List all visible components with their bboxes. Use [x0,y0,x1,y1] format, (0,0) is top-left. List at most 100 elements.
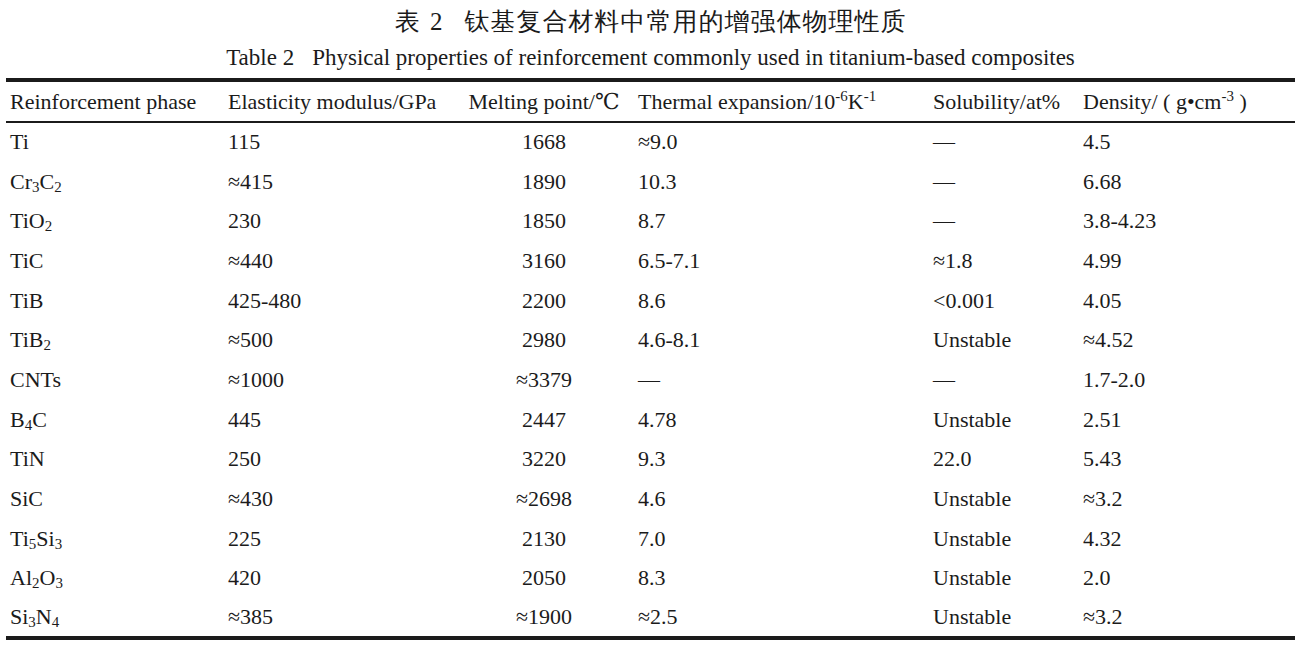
cell-density: 2.51 [1078,400,1295,440]
cell-elasticity: 250 [228,440,458,480]
cell-melting: 1850 [458,201,630,241]
cell-solubility: Unstable [930,320,1078,360]
table-row: CNTs ≈1000 ≈3379 — — 1.7-2.0 [6,360,1295,400]
col-header-elasticity-modulus: Elasticity modulus/GPa [228,80,458,122]
cell-density: 6.68 [1078,162,1295,202]
table-caption-zh: 表 2钛基复合材料中常用的增强体物理性质 [0,7,1301,37]
cell-melting: 1890 [458,162,630,202]
col-header-density: Density/ ( g•cm-3 ) [1078,80,1295,122]
table-row: SiC ≈430 ≈2698 4.6 Unstable ≈3.2 [6,479,1295,519]
cell-phase: SiC [6,479,228,519]
cell-melting: 2050 [458,559,630,599]
cell-elasticity: ≈1000 [228,360,458,400]
cell-melting: 3220 [458,440,630,480]
cell-thermal: ≈9.0 [630,122,930,162]
cell-density: 2.0 [1078,559,1295,599]
cell-elasticity: ≈440 [228,241,458,281]
cell-elasticity: ≈415 [228,162,458,202]
table-row: Si3N4 ≈385 ≈1900 ≈2.5 Unstable ≈3.2 [6,598,1295,638]
cell-solubility: Unstable [930,479,1078,519]
col-header-melting-point: Melting point/℃ [458,80,630,122]
table-row: TiC ≈440 3160 6.5-7.1 ≈1.8 4.99 [6,241,1295,281]
cell-melting: 2200 [458,281,630,321]
cell-solubility: Unstable [930,598,1078,638]
cell-density: 3.8-4.23 [1078,201,1295,241]
cell-melting: ≈2698 [458,479,630,519]
cell-elasticity: 445 [228,400,458,440]
cell-density: 4.5 [1078,122,1295,162]
cell-density: 4.99 [1078,241,1295,281]
cell-phase: B4C [6,400,228,440]
cell-melting: ≈1900 [458,598,630,638]
cell-thermal: 8.3 [630,559,930,599]
table-caption-zh-text: 钛基复合材料中常用的增强体物理性质 [464,8,906,35]
table-row: TiB 425-480 2200 8.6 <0.001 4.05 [6,281,1295,321]
cell-density: ≈3.2 [1078,598,1295,638]
cell-phase: Cr3C2 [6,162,228,202]
table-row: TiO2 230 1850 8.7 — 3.8-4.23 [6,201,1295,241]
col-header-reinforcement-phase: Reinforcement phase [6,80,228,122]
cell-solubility: — [930,360,1078,400]
cell-thermal: 6.5-7.1 [630,241,930,281]
cell-phase: CNTs [6,360,228,400]
cell-phase: Ti5Si3 [6,519,228,559]
cell-solubility: — [930,201,1078,241]
cell-thermal: 9.3 [630,440,930,480]
cell-solubility: <0.001 [930,281,1078,321]
cell-phase: Ti [6,122,228,162]
cell-thermal: 4.6 [630,479,930,519]
cell-density: ≈3.2 [1078,479,1295,519]
cell-thermal: 8.6 [630,281,930,321]
cell-melting: 1668 [458,122,630,162]
cell-melting: 3160 [458,241,630,281]
cell-elasticity: 115 [228,122,458,162]
cell-solubility: Unstable [930,519,1078,559]
cell-phase: TiB2 [6,320,228,360]
properties-table: Reinforcement phase Elasticity modulus/G… [6,78,1295,640]
col-header-thermal-expansion: Thermal expansion/10-6K-1 [630,80,930,122]
cell-elasticity: 425-480 [228,281,458,321]
table-row: Cr3C2 ≈415 1890 10.3 — 6.68 [6,162,1295,202]
cell-melting: 2447 [458,400,630,440]
cell-phase: TiO2 [6,201,228,241]
table-caption-en: Table 2Physical properties of reinforcem… [0,44,1301,72]
cell-solubility: 22.0 [930,440,1078,480]
cell-solubility: ≈1.8 [930,241,1078,281]
table-row: Ti5Si3 225 2130 7.0 Unstable 4.32 [6,519,1295,559]
cell-solubility: — [930,162,1078,202]
cell-elasticity: ≈430 [228,479,458,519]
cell-density: ≈4.52 [1078,320,1295,360]
cell-solubility: — [930,122,1078,162]
table-row: TiB2 ≈500 2980 4.6-8.1 Unstable ≈4.52 [6,320,1295,360]
cell-density: 4.05 [1078,281,1295,321]
cell-elasticity: 225 [228,519,458,559]
cell-thermal: 4.6-8.1 [630,320,930,360]
cell-phase: TiN [6,440,228,480]
table-header: Reinforcement phase Elasticity modulus/G… [6,80,1295,122]
cell-phase: TiB [6,281,228,321]
cell-elasticity: ≈500 [228,320,458,360]
cell-elasticity: 420 [228,559,458,599]
cell-density: 4.32 [1078,519,1295,559]
cell-density: 5.43 [1078,440,1295,480]
cell-thermal: 7.0 [630,519,930,559]
table-row: TiN 250 3220 9.3 22.0 5.43 [6,440,1295,480]
cell-thermal: 8.7 [630,201,930,241]
paper-page: 表 2钛基复合材料中常用的增强体物理性质 Table 2Physical pro… [0,0,1301,648]
table-row: Ti 115 1668 ≈9.0 — 4.5 [6,122,1295,162]
cell-elasticity: ≈385 [228,598,458,638]
table-body: Ti 115 1668 ≈9.0 — 4.5 Cr3C2 ≈415 1890 1… [6,122,1295,638]
cell-thermal: ≈2.5 [630,598,930,638]
cell-melting: 2980 [458,320,630,360]
cell-density: 1.7-2.0 [1078,360,1295,400]
cell-phase: TiC [6,241,228,281]
cell-solubility: Unstable [930,400,1078,440]
cell-melting: 2130 [458,519,630,559]
cell-melting: ≈3379 [458,360,630,400]
cell-elasticity: 230 [228,201,458,241]
table-caption-en-label: Table 2 [226,45,294,70]
cell-phase: Si3N4 [6,598,228,638]
cell-thermal: 10.3 [630,162,930,202]
cell-thermal: 4.78 [630,400,930,440]
col-header-solubility: Solubility/at% [930,80,1078,122]
